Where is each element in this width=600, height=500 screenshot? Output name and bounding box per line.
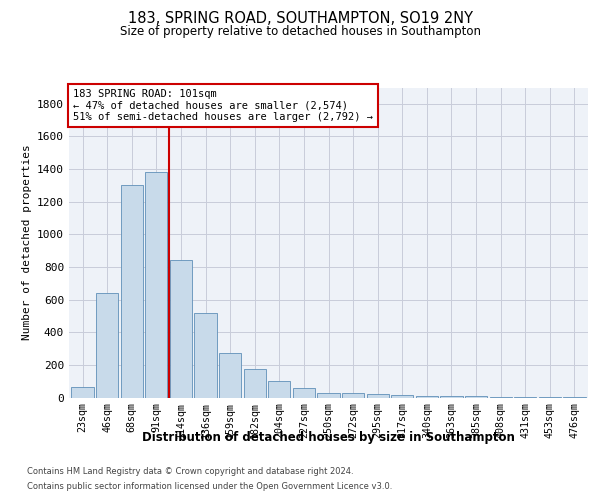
Bar — [145, 172, 167, 398]
Bar — [440, 396, 463, 398]
Text: Size of property relative to detached houses in Southampton: Size of property relative to detached ho… — [119, 25, 481, 38]
Y-axis label: Number of detached properties: Number of detached properties — [22, 144, 32, 340]
Bar — [219, 354, 241, 398]
Bar — [268, 381, 290, 398]
Bar — [194, 312, 217, 398]
Bar — [121, 186, 143, 398]
Bar — [490, 396, 512, 398]
Bar — [416, 396, 438, 398]
Bar — [244, 369, 266, 398]
Bar — [563, 396, 586, 398]
Bar — [96, 293, 118, 398]
Text: Contains public sector information licensed under the Open Government Licence v3: Contains public sector information licen… — [27, 482, 392, 491]
Text: Contains HM Land Registry data © Crown copyright and database right 2024.: Contains HM Land Registry data © Crown c… — [27, 467, 353, 476]
Bar — [367, 394, 389, 398]
Bar — [391, 394, 413, 398]
Bar — [514, 397, 536, 398]
Bar — [342, 393, 364, 398]
Bar — [293, 388, 315, 398]
Text: Distribution of detached houses by size in Southampton: Distribution of detached houses by size … — [142, 431, 515, 444]
Bar — [71, 387, 94, 398]
Text: 183, SPRING ROAD, SOUTHAMPTON, SO19 2NY: 183, SPRING ROAD, SOUTHAMPTON, SO19 2NY — [128, 11, 473, 26]
Text: 183 SPRING ROAD: 101sqm
← 47% of detached houses are smaller (2,574)
51% of semi: 183 SPRING ROAD: 101sqm ← 47% of detache… — [73, 89, 373, 122]
Bar — [317, 392, 340, 398]
Bar — [170, 260, 192, 398]
Bar — [465, 396, 487, 398]
